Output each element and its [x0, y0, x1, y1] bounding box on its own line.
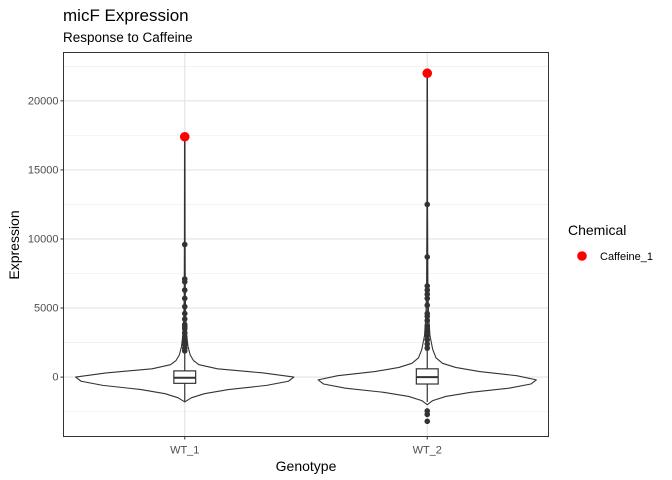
legend-label: Caffeine_1: [600, 251, 653, 263]
outlier-point: [424, 287, 431, 293]
outlier-point: [181, 330, 188, 336]
outlier-point: [424, 291, 431, 298]
outlier-point: [424, 323, 431, 329]
outlier-point: [181, 321, 188, 328]
outlier-point: [424, 302, 431, 309]
outlier-point: [424, 332, 431, 339]
outlier-point: [181, 276, 188, 282]
chart-subtitle: Response to Caffeine: [63, 30, 193, 45]
y-tick-label: 15000: [28, 164, 59, 176]
chart-title: micF Expression: [63, 6, 189, 25]
plot-border: [63, 52, 549, 437]
outlier-point: [424, 411, 431, 418]
y-tick-label: 5000: [34, 303, 58, 315]
outlier-point: [424, 341, 431, 347]
outlier-point: [424, 317, 431, 324]
x-tick-label: WT_2: [413, 445, 442, 457]
outlier-point: [424, 310, 431, 317]
highlight-point-WT_1: [179, 131, 190, 142]
y-tick-label: 0: [52, 372, 58, 384]
outlier-point: [181, 287, 188, 293]
legend-key: [577, 251, 587, 261]
highlight-point-WT_2: [422, 68, 433, 79]
x-tick-label: WT_1: [170, 445, 199, 457]
outlier-point: [424, 295, 431, 302]
outlier-point: [424, 254, 431, 260]
outlier-points: [181, 201, 431, 425]
outlier-point: [424, 283, 431, 289]
outlier-point: [181, 338, 188, 344]
y-axis: 0 5000 10000 15000 20000: [28, 95, 64, 384]
outlier-point: [181, 241, 188, 248]
y-tick-label: 10000: [28, 233, 59, 245]
outlier-point: [424, 201, 431, 208]
outlier-point: [181, 295, 188, 302]
outlier-point: [181, 303, 188, 310]
outlier-point: [181, 316, 188, 322]
highlight-points: [179, 68, 433, 142]
outlier-point: [181, 310, 188, 317]
y-tick-label: 20000: [28, 95, 59, 107]
outlier-point: [424, 418, 431, 425]
y-axis-label: Expression: [6, 210, 22, 279]
legend-title: Chemical: [568, 222, 626, 238]
outlier-point: [424, 337, 431, 343]
x-axis-label: Genotype: [276, 458, 337, 474]
legend-entries: Caffeine_1: [577, 251, 653, 263]
outlier-point: [181, 334, 188, 340]
legend: Chemical Caffeine_1: [568, 222, 653, 263]
x-axis: WT_1 WT_2: [170, 436, 442, 457]
outlier-point: [424, 345, 431, 351]
